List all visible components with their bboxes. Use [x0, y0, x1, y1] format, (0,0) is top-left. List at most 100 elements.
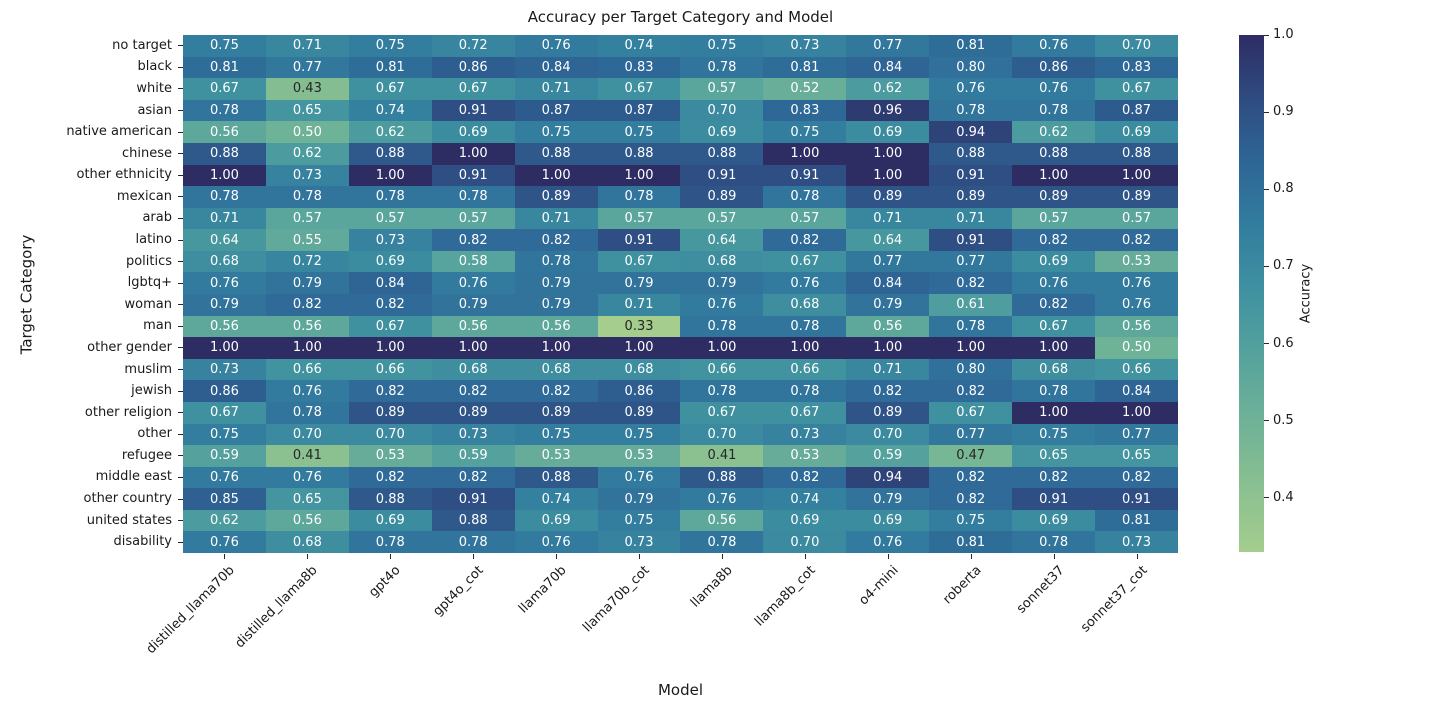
heatmap-cell: 1.00	[1095, 164, 1178, 187]
heatmap-cell: 0.87	[1095, 99, 1178, 122]
y-tick-label: middle east	[95, 469, 172, 485]
x-axis-label: Model	[657, 681, 704, 699]
heatmap-cell: 0.47	[929, 445, 1013, 467]
x-tick-mark	[307, 554, 309, 559]
heatmap-cell: 0.33	[597, 315, 681, 338]
heatmap-cell: 0.81	[1095, 509, 1178, 532]
colorbar-tick-mark	[1264, 497, 1269, 499]
heatmap-cell: 0.75	[763, 121, 847, 143]
heatmap-cell: 0.66	[348, 358, 432, 381]
heatmap-cell: 0.91	[929, 164, 1013, 187]
heatmap-cell: 0.75	[348, 35, 432, 57]
heatmap-cell: 0.65	[265, 488, 349, 510]
colorbar-tick-label: 0.5	[1273, 412, 1294, 428]
heatmap-cell: 0.57	[680, 78, 764, 100]
heatmap-cell: 0.88	[514, 142, 598, 165]
x-tick-mark	[804, 554, 806, 559]
heatmap-cell: 0.73	[348, 229, 432, 251]
heatmap-cell: 0.71	[183, 207, 266, 230]
heatmap-cell: 0.82	[348, 380, 432, 402]
heatmap-cell: 0.82	[348, 466, 432, 489]
heatmap-cell: 0.67	[183, 78, 266, 100]
heatmap-cell: 0.77	[929, 250, 1013, 273]
heatmap-cell: 0.82	[929, 466, 1013, 489]
heatmap-cell: 0.89	[597, 401, 681, 424]
heatmap-cell: 0.75	[514, 121, 598, 143]
heatmap-cell: 0.82	[1012, 294, 1096, 316]
y-tick-label: white	[136, 80, 172, 96]
heatmap-cell: 0.82	[846, 380, 930, 402]
heatmap-cell: 0.67	[763, 250, 847, 273]
heatmap-cell: 0.71	[514, 78, 598, 100]
y-tick-label: other ethnicity	[76, 167, 172, 183]
heatmap-cell: 0.68	[763, 294, 847, 316]
y-tick-mark	[178, 304, 183, 306]
heatmap-cell: 0.79	[597, 272, 681, 294]
heatmap-cell: 0.82	[763, 466, 847, 489]
heatmap-cell: 0.75	[597, 423, 681, 446]
heatmap-cell: 0.82	[1012, 466, 1096, 489]
y-tick-label: no target	[112, 37, 172, 53]
heatmap-cell: 0.76	[597, 466, 681, 489]
heatmap-cell: 0.96	[846, 99, 930, 122]
heatmap-cell: 0.86	[597, 380, 681, 402]
heatmap-cell: 0.59	[431, 445, 515, 467]
heatmap-cell: 0.62	[348, 121, 432, 143]
heatmap-cell: 0.74	[597, 35, 681, 57]
heatmap-cell: 0.71	[597, 294, 681, 316]
heatmap-cell: 0.69	[1095, 121, 1178, 143]
heatmap-cell: 0.65	[265, 99, 349, 122]
heatmap-cell: 0.69	[348, 250, 432, 273]
x-tick-mark	[390, 554, 392, 559]
heatmap-cell: 0.58	[431, 250, 515, 273]
heatmap-cell: 0.77	[846, 35, 930, 57]
heatmap-cell: 0.50	[1095, 337, 1178, 359]
y-tick-label: united states	[86, 512, 172, 528]
heatmap-cell: 0.78	[680, 531, 764, 553]
heatmap-cell: 0.79	[183, 294, 266, 316]
heatmap-cell: 0.62	[183, 509, 266, 532]
heatmap-cell: 0.82	[1012, 229, 1096, 251]
heatmap-cell: 1.00	[348, 164, 432, 187]
heatmap-cell: 1.00	[763, 142, 847, 165]
heatmap-cell: 0.76	[1012, 35, 1096, 57]
y-tick-mark	[178, 433, 183, 435]
heatmap-cell: 0.41	[265, 445, 349, 467]
heatmap-cell: 0.76	[1095, 272, 1178, 294]
colorbar-tick-mark	[1264, 343, 1269, 345]
heatmap-cell: 0.57	[431, 207, 515, 230]
heatmap-cell: 0.70	[1095, 35, 1178, 57]
heatmap-cell: 0.69	[846, 121, 930, 143]
heatmap-cell: 0.52	[763, 78, 847, 100]
heatmap-cell: 0.73	[597, 531, 681, 553]
heatmap-cell: 0.75	[597, 509, 681, 532]
heatmap-cell: 0.69	[1012, 250, 1096, 273]
heatmap-cell: 1.00	[846, 337, 930, 359]
colorbar-tick-mark	[1264, 420, 1269, 422]
heatmap-cell: 0.55	[265, 229, 349, 251]
heatmap-cell: 0.56	[680, 509, 764, 532]
heatmap-cell: 0.91	[1012, 488, 1096, 510]
heatmap-cell: 0.62	[846, 78, 930, 100]
y-tick-label: other religion	[84, 404, 172, 420]
heatmap-cell: 0.78	[183, 99, 266, 122]
colorbar-tick-label: 0.4	[1273, 489, 1294, 505]
heatmap-cell: 0.89	[514, 186, 598, 208]
heatmap-cell: 0.59	[183, 445, 266, 467]
heatmap-cell: 0.75	[597, 121, 681, 143]
heatmap-cell: 0.74	[763, 488, 847, 510]
heatmap-cell: 0.84	[348, 272, 432, 294]
heatmap-cell: 0.89	[846, 401, 930, 424]
heatmap-cell: 0.76	[846, 531, 930, 553]
y-tick-mark	[178, 153, 183, 155]
heatmap-cell: 0.82	[514, 380, 598, 402]
y-tick-mark	[178, 347, 183, 349]
colorbar-tick-label: 0.8	[1273, 181, 1294, 197]
heatmap-cell: 0.75	[680, 35, 764, 57]
heatmap-cell: 0.71	[929, 207, 1013, 230]
heatmap-cell: 0.91	[431, 488, 515, 510]
y-tick-label: native american	[66, 124, 172, 140]
y-tick-mark	[178, 412, 183, 414]
heatmap-cell: 0.78	[1012, 380, 1096, 402]
heatmap-cell: 0.79	[514, 272, 598, 294]
